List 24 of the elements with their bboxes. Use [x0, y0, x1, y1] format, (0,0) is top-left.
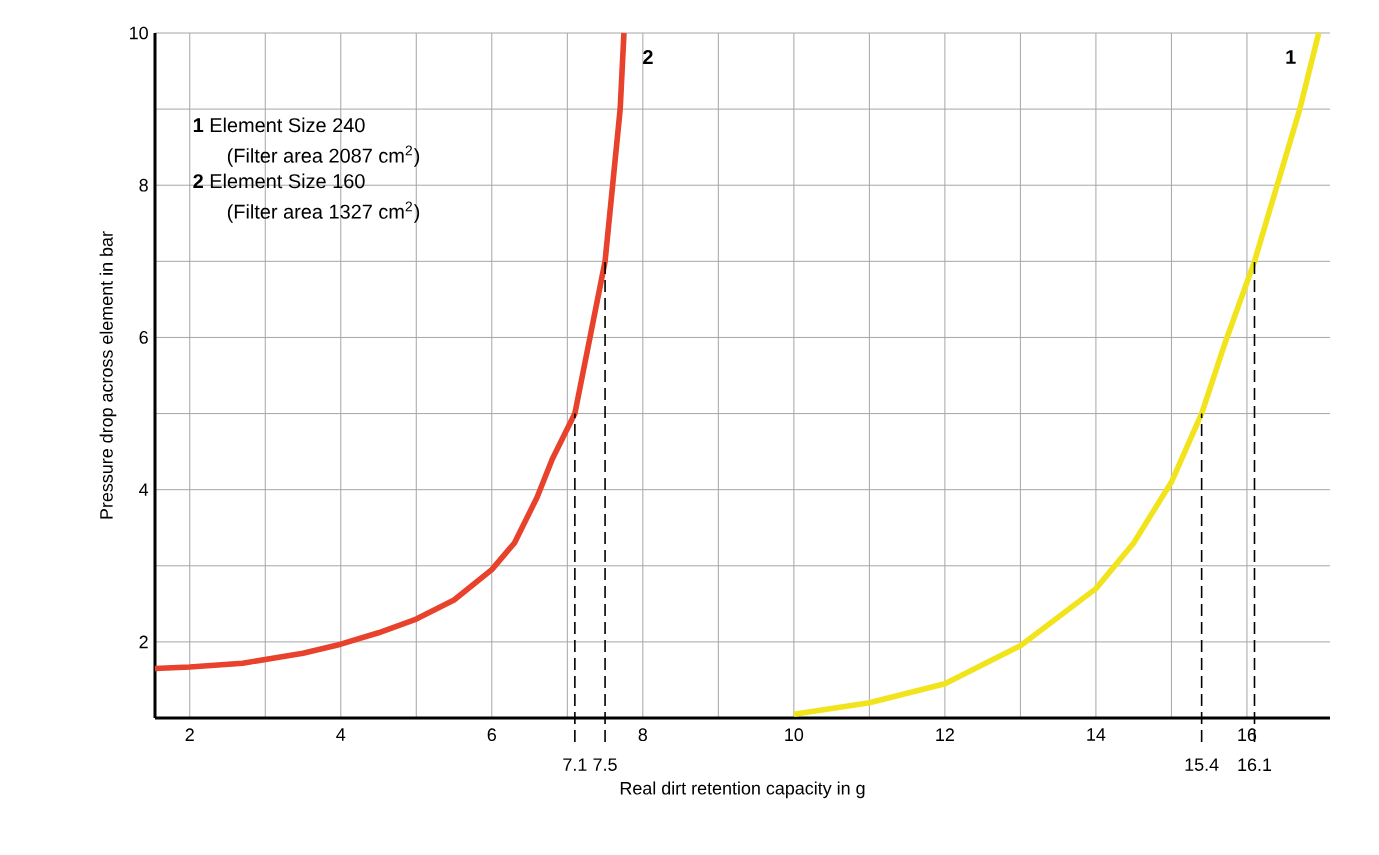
- series-label: 2: [643, 50, 653, 64]
- x-tick-label: 2: [185, 728, 194, 741]
- ref-line-label: 7.5: [593, 758, 617, 771]
- annotation: 2 Element Size 160: [193, 173, 365, 189]
- y-tick-label: 8: [139, 178, 148, 192]
- ref-line-label: 16.1: [1238, 758, 1272, 772]
- annotation: 1 Element Size 240: [193, 117, 365, 133]
- x-axis-title: Real dirt retention capacity in g: [620, 781, 865, 799]
- annotation: (Filter area 1327 cm$^{2}$): [227, 201, 420, 223]
- ref-line-label: 15.4: [1185, 758, 1219, 771]
- x-tick-label: 12: [936, 728, 954, 741]
- y-tick-label: 6: [139, 331, 148, 344]
- y-tick-label: 10: [130, 26, 148, 40]
- annotation: (Filter area 2087 cm$^{2}$): [227, 145, 420, 167]
- x-tick-label: 10: [785, 728, 804, 742]
- ref-line-label: 7.1: [563, 758, 587, 771]
- x-tick-label: 8: [638, 728, 648, 742]
- x-tick-label: 6: [487, 728, 496, 742]
- y-tick-label: 2: [139, 635, 148, 649]
- y-tick-label: 4: [139, 483, 149, 496]
- y-axis-title: Pressure drop across element in bar: [99, 231, 117, 519]
- x-tick-label: 4: [336, 728, 346, 741]
- x-tick-label: 14: [1087, 728, 1106, 741]
- series-label: 1: [1286, 50, 1296, 64]
